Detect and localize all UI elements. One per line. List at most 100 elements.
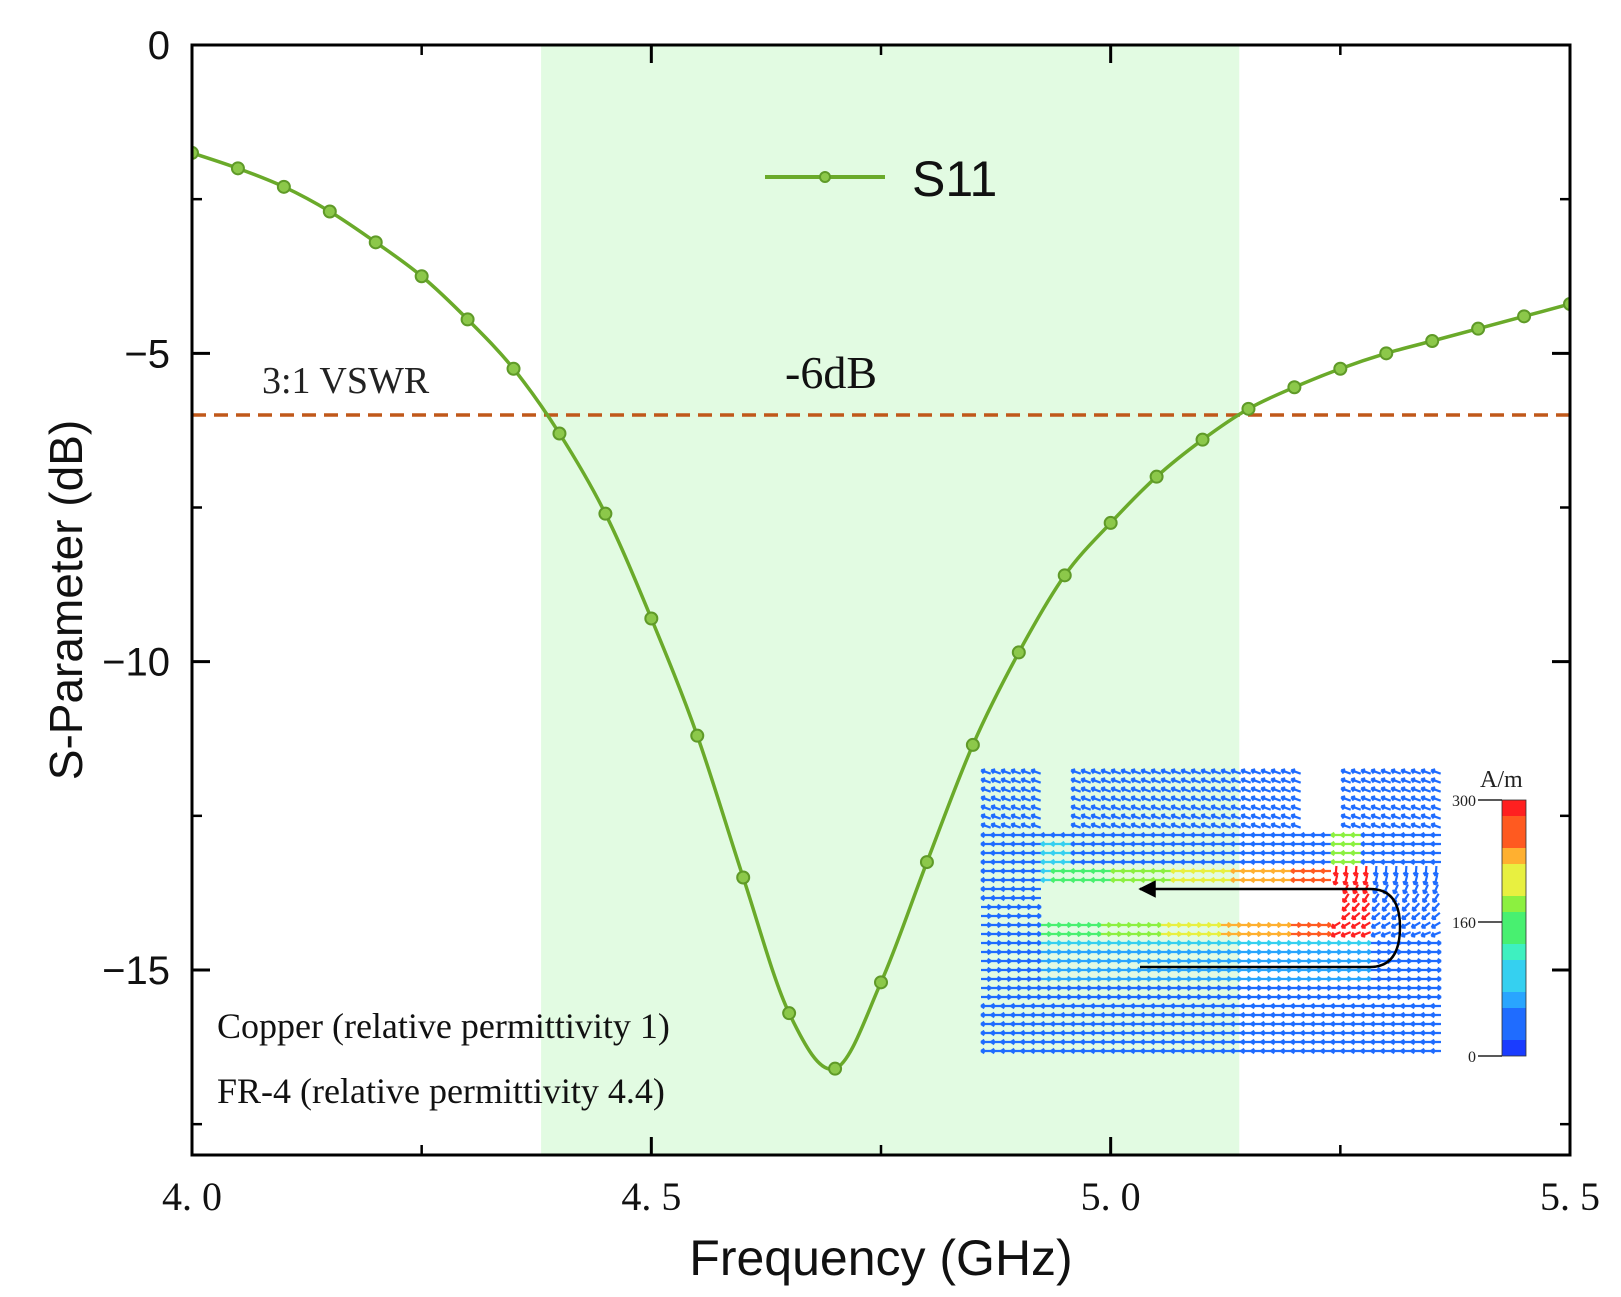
field-arrow [1260,1002,1271,1010]
field-arrow [1381,975,1392,983]
field-arrow [991,903,1002,911]
field-arrow [1270,786,1282,793]
field-arrow [1140,1002,1151,1010]
field-arrow [1100,777,1112,784]
field-arrow [1360,831,1371,839]
field-arrow [1180,831,1191,839]
field-arrow [1341,902,1351,912]
field-arrow [1130,1011,1141,1019]
field-arrow [1050,1038,1061,1046]
field-arrow [1031,930,1042,938]
field-arrow [1100,795,1112,802]
colorbar-cell [1502,928,1526,944]
field-arrow [1350,1020,1361,1028]
field-arrow [1270,777,1282,784]
field-arrow [1100,876,1111,884]
field-arrow [1431,902,1441,912]
field-arrow [1131,939,1142,947]
field-arrow [1171,948,1182,956]
field-arrow [1230,813,1242,820]
field-arrow [1291,966,1302,974]
field-arrow [1301,984,1312,992]
field-arrow [1120,876,1131,884]
field-arrow [1400,831,1411,839]
field-arrow [1320,831,1331,839]
field-arrow [1101,948,1112,956]
field-arrow [980,1002,991,1010]
field-arrow [1131,930,1142,938]
field-arrow [1281,921,1292,929]
field-arrow [1200,831,1211,839]
field-arrow [1231,921,1242,929]
field-arrow [1392,883,1399,895]
field-arrow [1280,1047,1291,1055]
field-arrow [1260,867,1271,875]
field-arrow [1310,858,1321,866]
data-point-s11-12 [736,870,751,885]
field-arrow [1251,957,1262,965]
field-arrow [1070,867,1081,875]
field-arrow [1070,1029,1081,1037]
field-arrow [1170,804,1182,811]
field-arrow [1010,1029,1021,1037]
field-arrow [1110,849,1121,857]
field-arrow [1171,984,1182,992]
field-arrow [1432,893,1440,904]
field-arrow [1171,993,1182,1001]
field-arrow [1380,931,1392,938]
field-arrow [1271,957,1282,965]
field-arrow [1061,966,1072,974]
field-arrow [1000,858,1011,866]
field-arrow [1330,858,1341,866]
field-arrow [1360,768,1372,775]
field-arrow [1270,804,1282,811]
field-arrow [1180,777,1192,784]
field-arrow [1001,921,1012,929]
field-arrow [1061,984,1072,992]
field-arrow [1051,975,1062,983]
field-arrow [1250,858,1261,866]
field-arrow [1270,822,1282,829]
field-arrow [1201,930,1212,938]
field-arrow [1230,804,1242,811]
field-arrow [1350,921,1361,929]
field-arrow [980,1047,991,1055]
field-arrow [1060,840,1071,848]
field-arrow [1351,957,1362,965]
field-arrow [1021,948,1032,956]
field-arrow [1091,993,1102,1001]
field-arrow [1321,993,1332,1001]
field-arrow [1191,939,1202,947]
field-arrow [1261,921,1272,929]
field-arrow [1070,831,1081,839]
field-arrow [1130,1029,1141,1037]
field-arrow [1200,822,1212,829]
field-arrow [1091,930,1102,938]
field-arrow [1210,1047,1221,1055]
field-arrow [1040,1011,1051,1019]
field-arrow [1021,930,1032,938]
field-arrow [1000,840,1011,848]
field-arrow [1350,858,1361,866]
field-arrow [1200,1029,1211,1037]
field-arrow [1041,939,1052,947]
field-arrow [1410,1002,1421,1010]
field-arrow [1430,768,1442,775]
field-arrow [1010,840,1021,848]
field-arrow [1230,1011,1241,1019]
field-arrow [1370,822,1382,829]
field-arrow [1410,931,1422,938]
field-arrow [1390,849,1401,857]
field-arrow [1330,1020,1341,1028]
field-arrow [1180,1038,1191,1046]
field-arrow [1130,831,1141,839]
field-arrow [1030,1002,1041,1010]
field-arrow [1030,849,1041,857]
field-arrow [1110,768,1122,775]
field-arrow [1020,840,1031,848]
field-arrow [1432,874,1439,886]
field-arrow [1240,858,1251,866]
data-point-s11-21 [1149,469,1164,484]
field-arrow [1020,1002,1031,1010]
field-arrow [1261,957,1272,965]
